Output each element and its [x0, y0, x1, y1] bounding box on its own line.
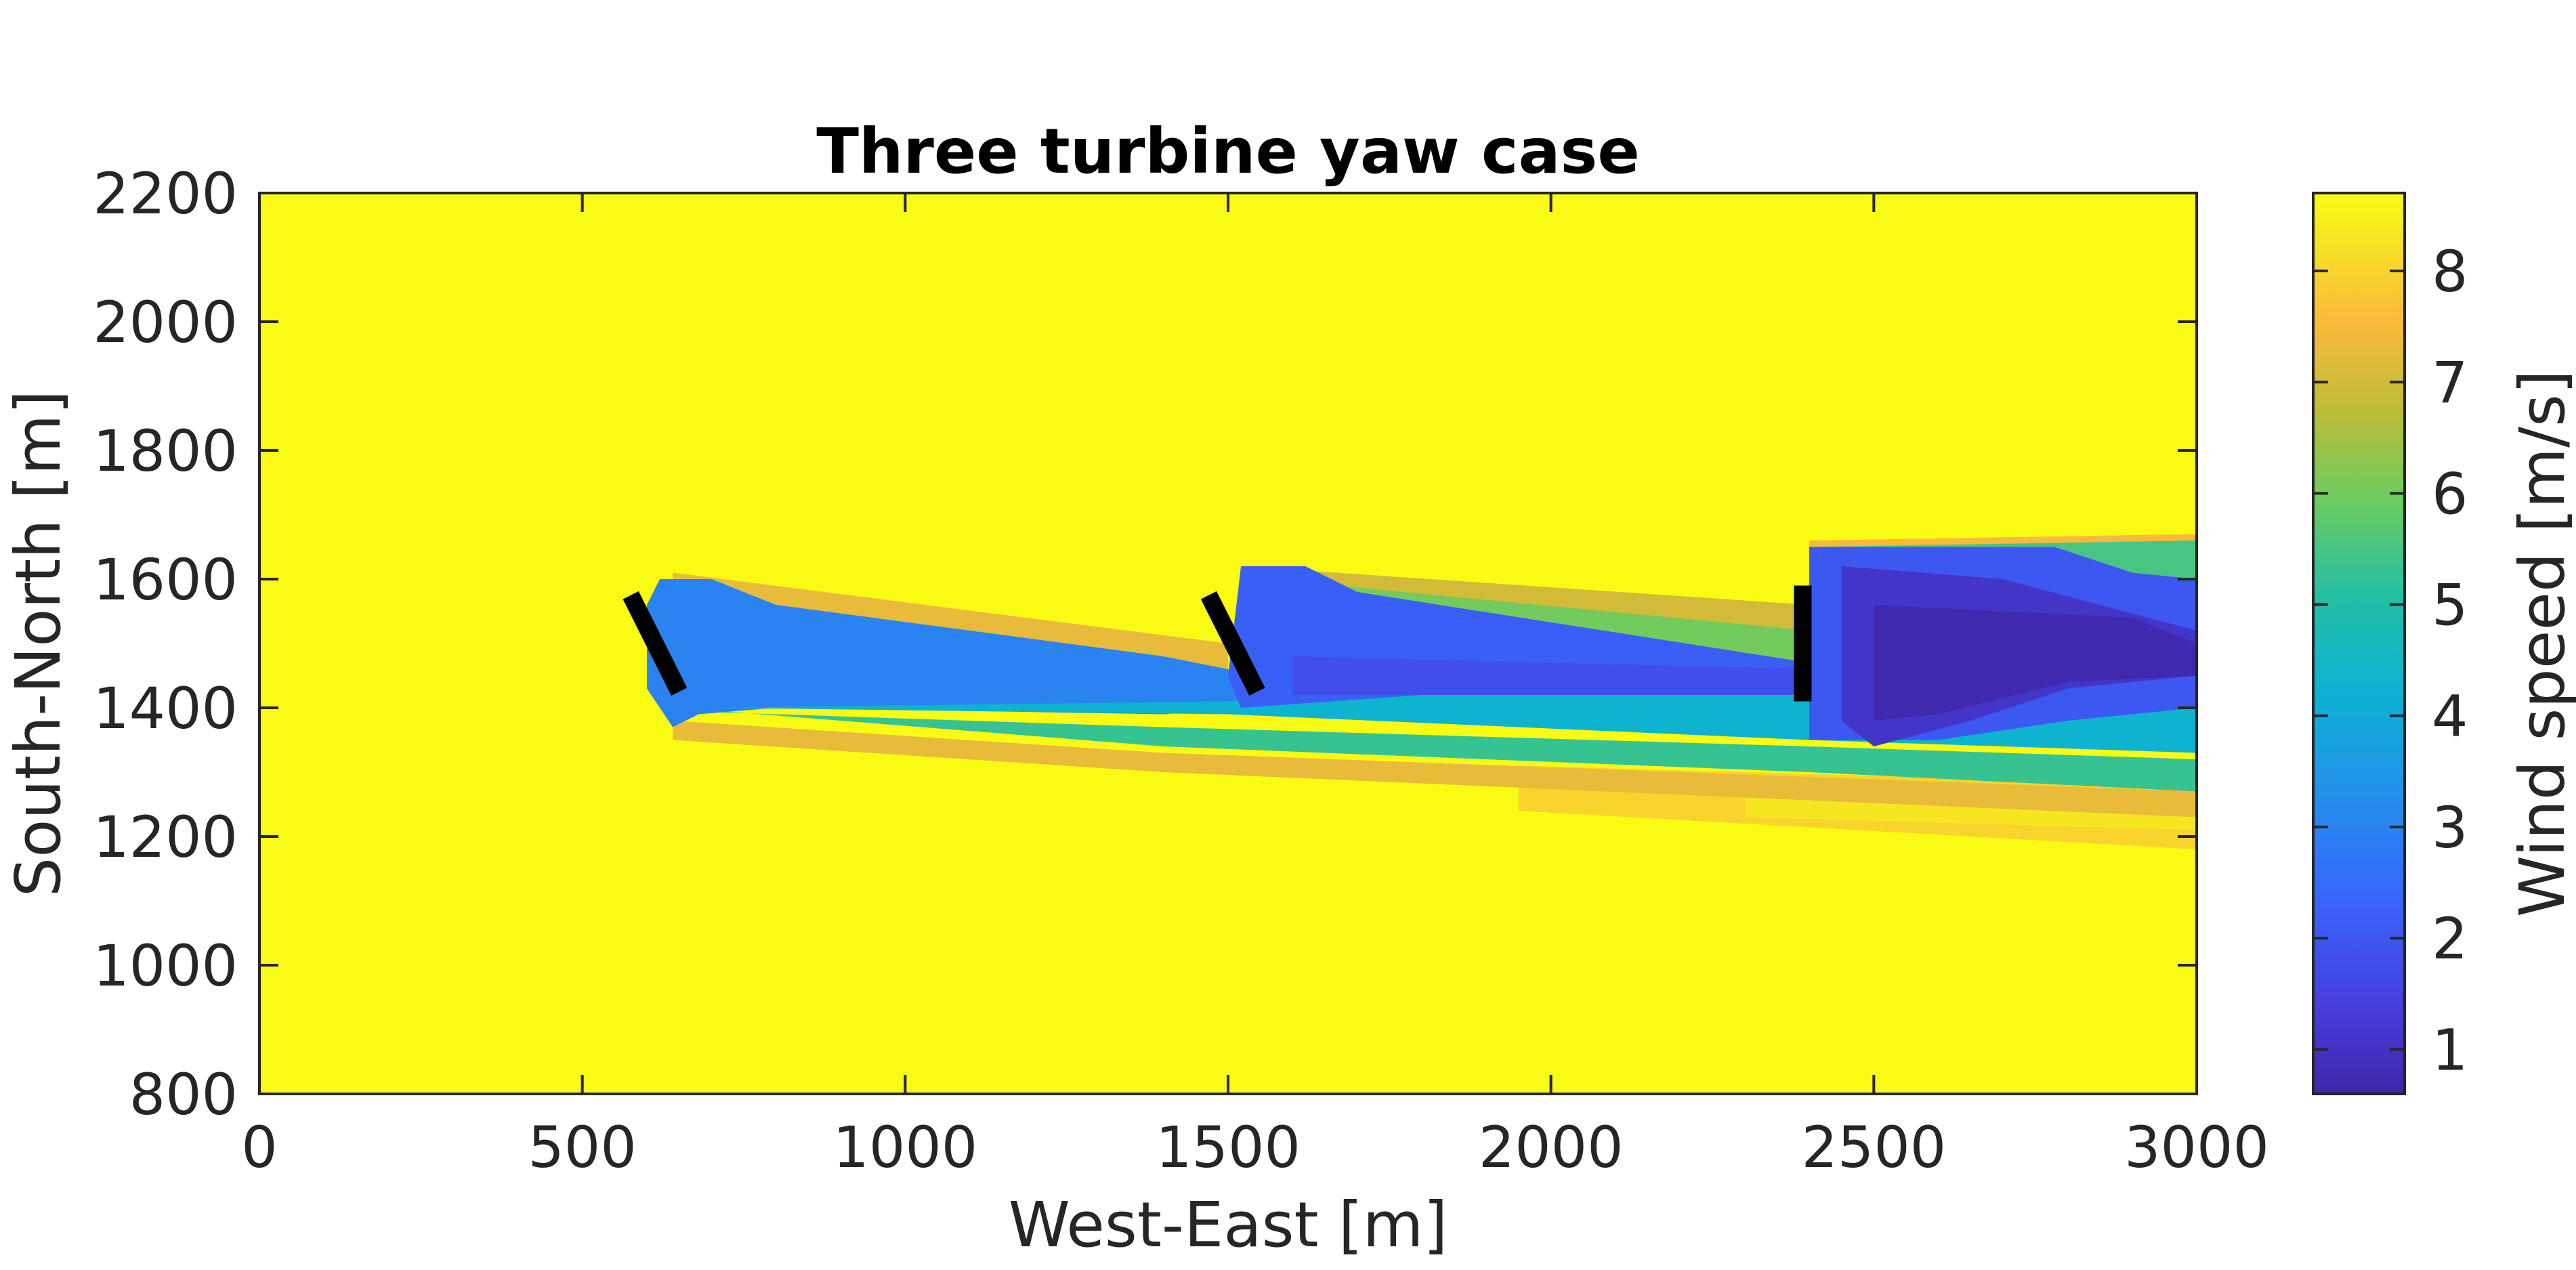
tick-label: 800	[129, 1061, 238, 1128]
tick-label: 2200	[93, 161, 238, 227]
tick-label: 1500	[1156, 1114, 1301, 1181]
tick-label: 1600	[93, 547, 238, 613]
chart-title: Three turbine yaw case	[816, 115, 1639, 188]
tick-label: 500	[528, 1114, 636, 1181]
wake-region	[673, 721, 2197, 818]
colorbar	[2312, 192, 2406, 1095]
tick-label: 4	[2432, 683, 2468, 750]
y-axis-label: South-North [m]	[2, 390, 75, 897]
tick-label: 0	[241, 1114, 277, 1181]
wake-region	[679, 708, 2197, 792]
tick-label: 1000	[93, 933, 238, 999]
wake-region	[1292, 656, 1809, 695]
wake-region	[647, 579, 1261, 727]
tick-label: 1800	[93, 418, 238, 484]
tick-label: 2000	[1479, 1114, 1624, 1181]
tick-label: 1400	[93, 675, 238, 742]
tick-label: 6	[2432, 461, 2468, 527]
tick-label: 3	[2432, 795, 2468, 861]
turbine-1	[622, 591, 688, 696]
tick-label: 8	[2432, 238, 2468, 305]
tick-label: 1000	[832, 1114, 977, 1181]
tick-label: 2500	[1801, 1114, 1946, 1181]
tick-label: 2000	[93, 289, 238, 356]
y-axis-ticks: 800 1000 1200 1400 1600 1800 2000 2200	[93, 161, 2197, 1128]
tick-label: 2	[2432, 906, 2468, 972]
tick-label: 5	[2432, 572, 2468, 639]
colorbar-label: Wind speed [m/s]	[2506, 370, 2576, 917]
x-axis-label: West-East [m]	[1009, 1189, 1448, 1261]
wake-region	[1874, 605, 2197, 721]
colorbar-ticks: 1 2 3 4 5 6 7 8	[2313, 238, 2468, 1083]
wake-layer	[647, 534, 2197, 849]
turbine-layer	[622, 585, 1812, 702]
x-axis-ticks: 0 500 1000 1500 2000 2500 3000	[241, 193, 2269, 1181]
tick-label: 7	[2432, 350, 2468, 416]
tick-label: 1	[2432, 1017, 2468, 1083]
tick-label: 1200	[93, 804, 238, 870]
tick-label: 3000	[2124, 1114, 2269, 1181]
turbine-2	[1200, 591, 1265, 696]
